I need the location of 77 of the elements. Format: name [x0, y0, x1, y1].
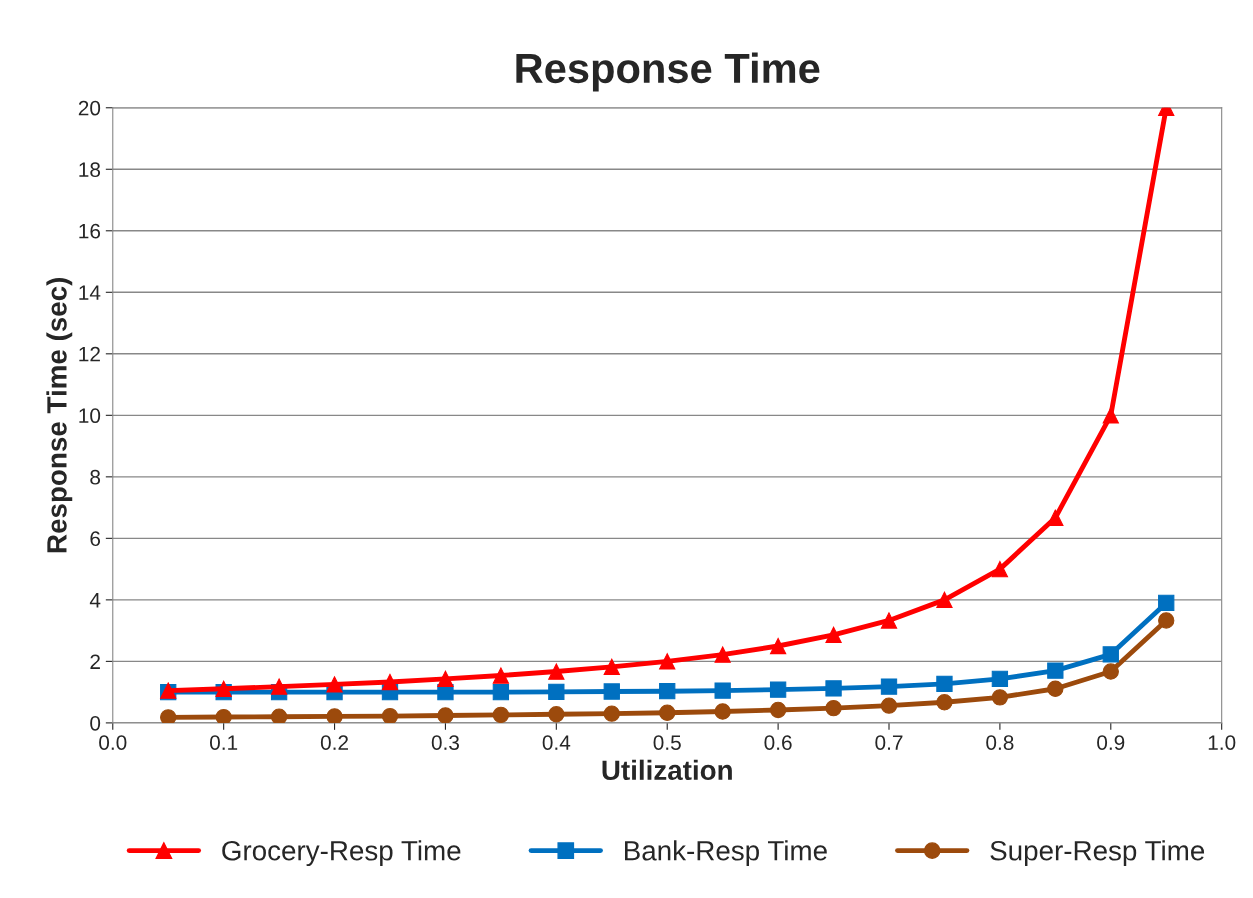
point	[769, 701, 787, 719]
point	[1102, 663, 1119, 680]
point	[1102, 407, 1119, 424]
y-tick-label: 12	[79, 346, 100, 362]
point	[769, 637, 787, 655]
point	[825, 626, 842, 644]
point	[659, 683, 676, 700]
legend-label: Grocery-Resp Time	[222, 840, 461, 867]
x-tick-label: 0.3	[431, 735, 460, 750]
point	[270, 708, 288, 723]
point	[659, 653, 676, 670]
point	[769, 681, 787, 698]
point	[326, 708, 343, 723]
x-tick-label: 0.1	[210, 735, 238, 750]
x-tick-label: 0.2	[320, 735, 348, 750]
legend-label: Super-Resp Time	[990, 840, 1205, 867]
point	[714, 646, 731, 663]
point	[714, 682, 731, 699]
x-tick-label: 1.0	[1208, 735, 1236, 750]
point	[270, 678, 288, 695]
y-tick-label: 16	[79, 223, 101, 239]
point	[880, 678, 898, 695]
point	[1047, 662, 1064, 679]
point	[991, 689, 1009, 706]
point	[215, 708, 232, 723]
point	[326, 676, 343, 693]
point	[936, 694, 953, 711]
point	[1047, 680, 1064, 697]
y-tick-label: 0	[90, 715, 101, 731]
point	[991, 670, 1009, 688]
legend-label: Bank-Resp Time	[625, 840, 827, 867]
point	[492, 706, 510, 723]
point	[215, 680, 232, 697]
x-tick-label: 0.4	[542, 735, 571, 750]
x-tick-label: 0.5	[653, 735, 681, 750]
point	[160, 709, 177, 723]
point	[825, 699, 842, 717]
point	[548, 706, 565, 723]
point	[437, 707, 454, 723]
x-axis-title: Utilization	[602, 759, 732, 781]
point	[381, 673, 399, 691]
x-tick-label: 0.8	[986, 735, 1014, 750]
point	[880, 697, 898, 714]
chart-title: Response Time	[516, 52, 820, 92]
y-tick-label: 14	[79, 285, 101, 300]
point	[1158, 594, 1175, 612]
point	[1158, 612, 1175, 629]
point	[936, 591, 953, 609]
y-axis-title: Response Time (sec)	[46, 278, 73, 553]
x-tick-label: 0.0	[99, 735, 127, 750]
x-tick-label: 0.6	[764, 735, 792, 750]
point	[991, 560, 1009, 578]
y-tick-label: 2	[90, 654, 100, 669]
point	[603, 658, 620, 676]
point	[714, 703, 731, 720]
x-tick-label: 0.7	[875, 735, 903, 750]
point	[603, 683, 620, 700]
y-tick-label: 10	[79, 408, 101, 424]
y-tick-label: 4	[89, 593, 101, 608]
point	[825, 680, 842, 697]
y-tick-label: 8	[90, 469, 101, 485]
point	[936, 675, 953, 692]
point	[1102, 646, 1119, 663]
point	[548, 663, 565, 680]
point	[437, 670, 454, 688]
point	[381, 707, 399, 723]
point	[603, 705, 620, 722]
point	[492, 667, 510, 684]
y-tick-label: 6	[90, 531, 101, 547]
y-tick-label: 20	[78, 100, 101, 116]
point	[492, 683, 510, 701]
point	[548, 683, 565, 700]
point	[880, 612, 898, 629]
point	[659, 704, 676, 721]
y-tick-label: 18	[79, 162, 101, 178]
point	[1047, 509, 1064, 526]
x-tick-label: 0.9	[1097, 735, 1125, 750]
